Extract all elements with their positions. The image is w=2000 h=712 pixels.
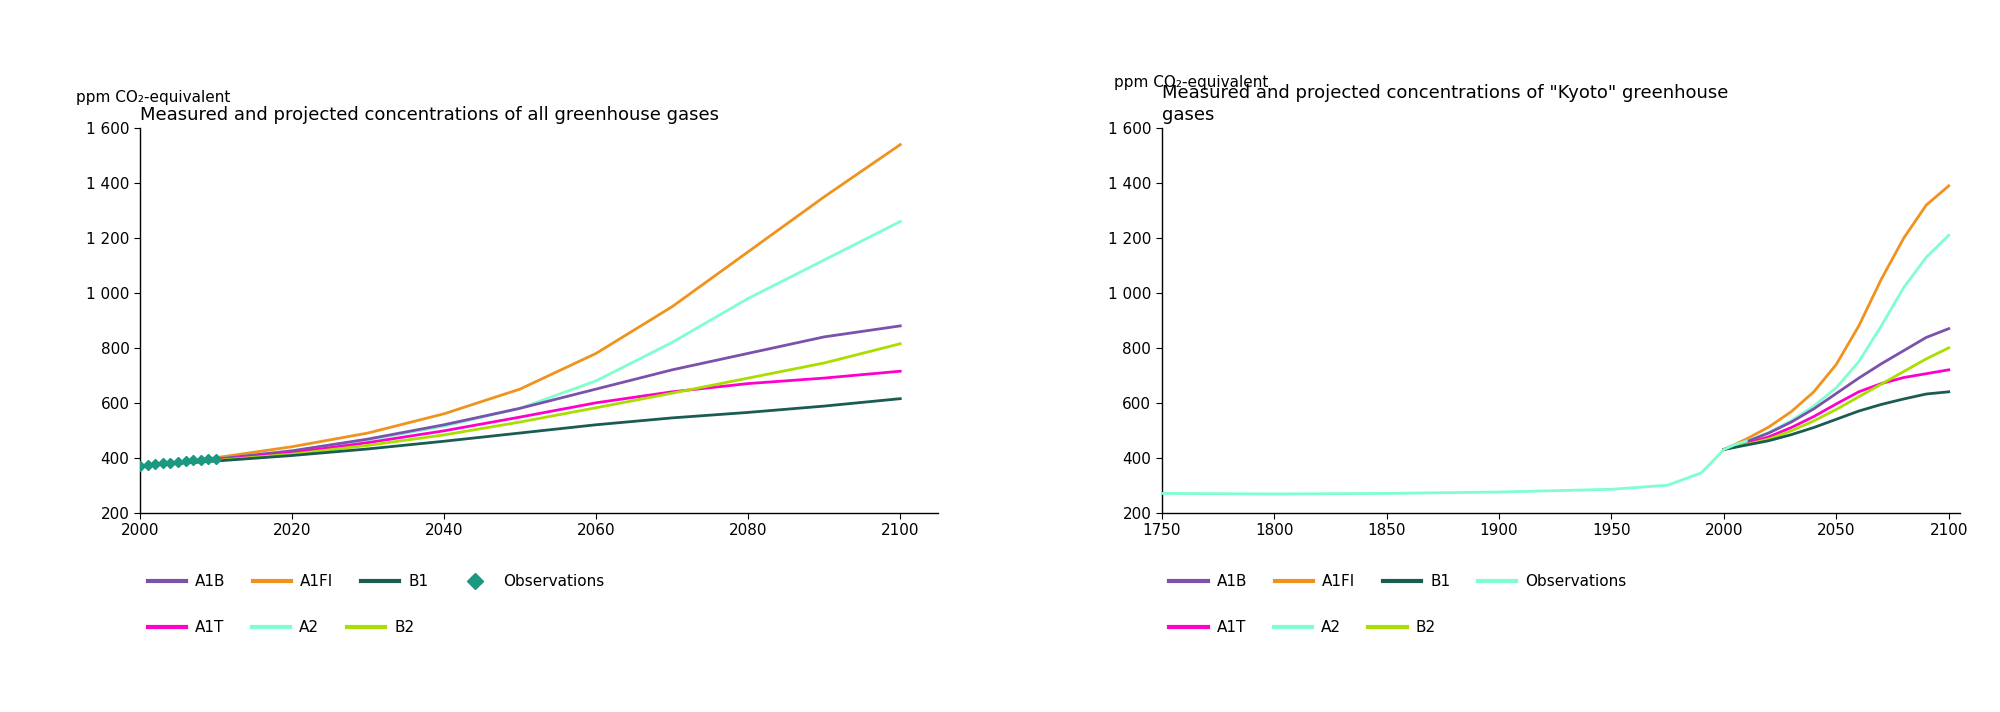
Legend: A1T, A2, B2: A1T, A2, B2 [1170, 620, 1436, 635]
Text: Measured and projected concentrations of "Kyoto" greenhouse
gases: Measured and projected concentrations of… [1162, 83, 1728, 124]
Text: ppm CO₂-equivalent: ppm CO₂-equivalent [76, 90, 230, 105]
Legend: A1T, A2, B2: A1T, A2, B2 [148, 620, 414, 635]
Text: ppm CO₂-equivalent: ppm CO₂-equivalent [1114, 75, 1268, 90]
Text: Measured and projected concentrations of all greenhouse gases: Measured and projected concentrations of… [140, 106, 720, 124]
